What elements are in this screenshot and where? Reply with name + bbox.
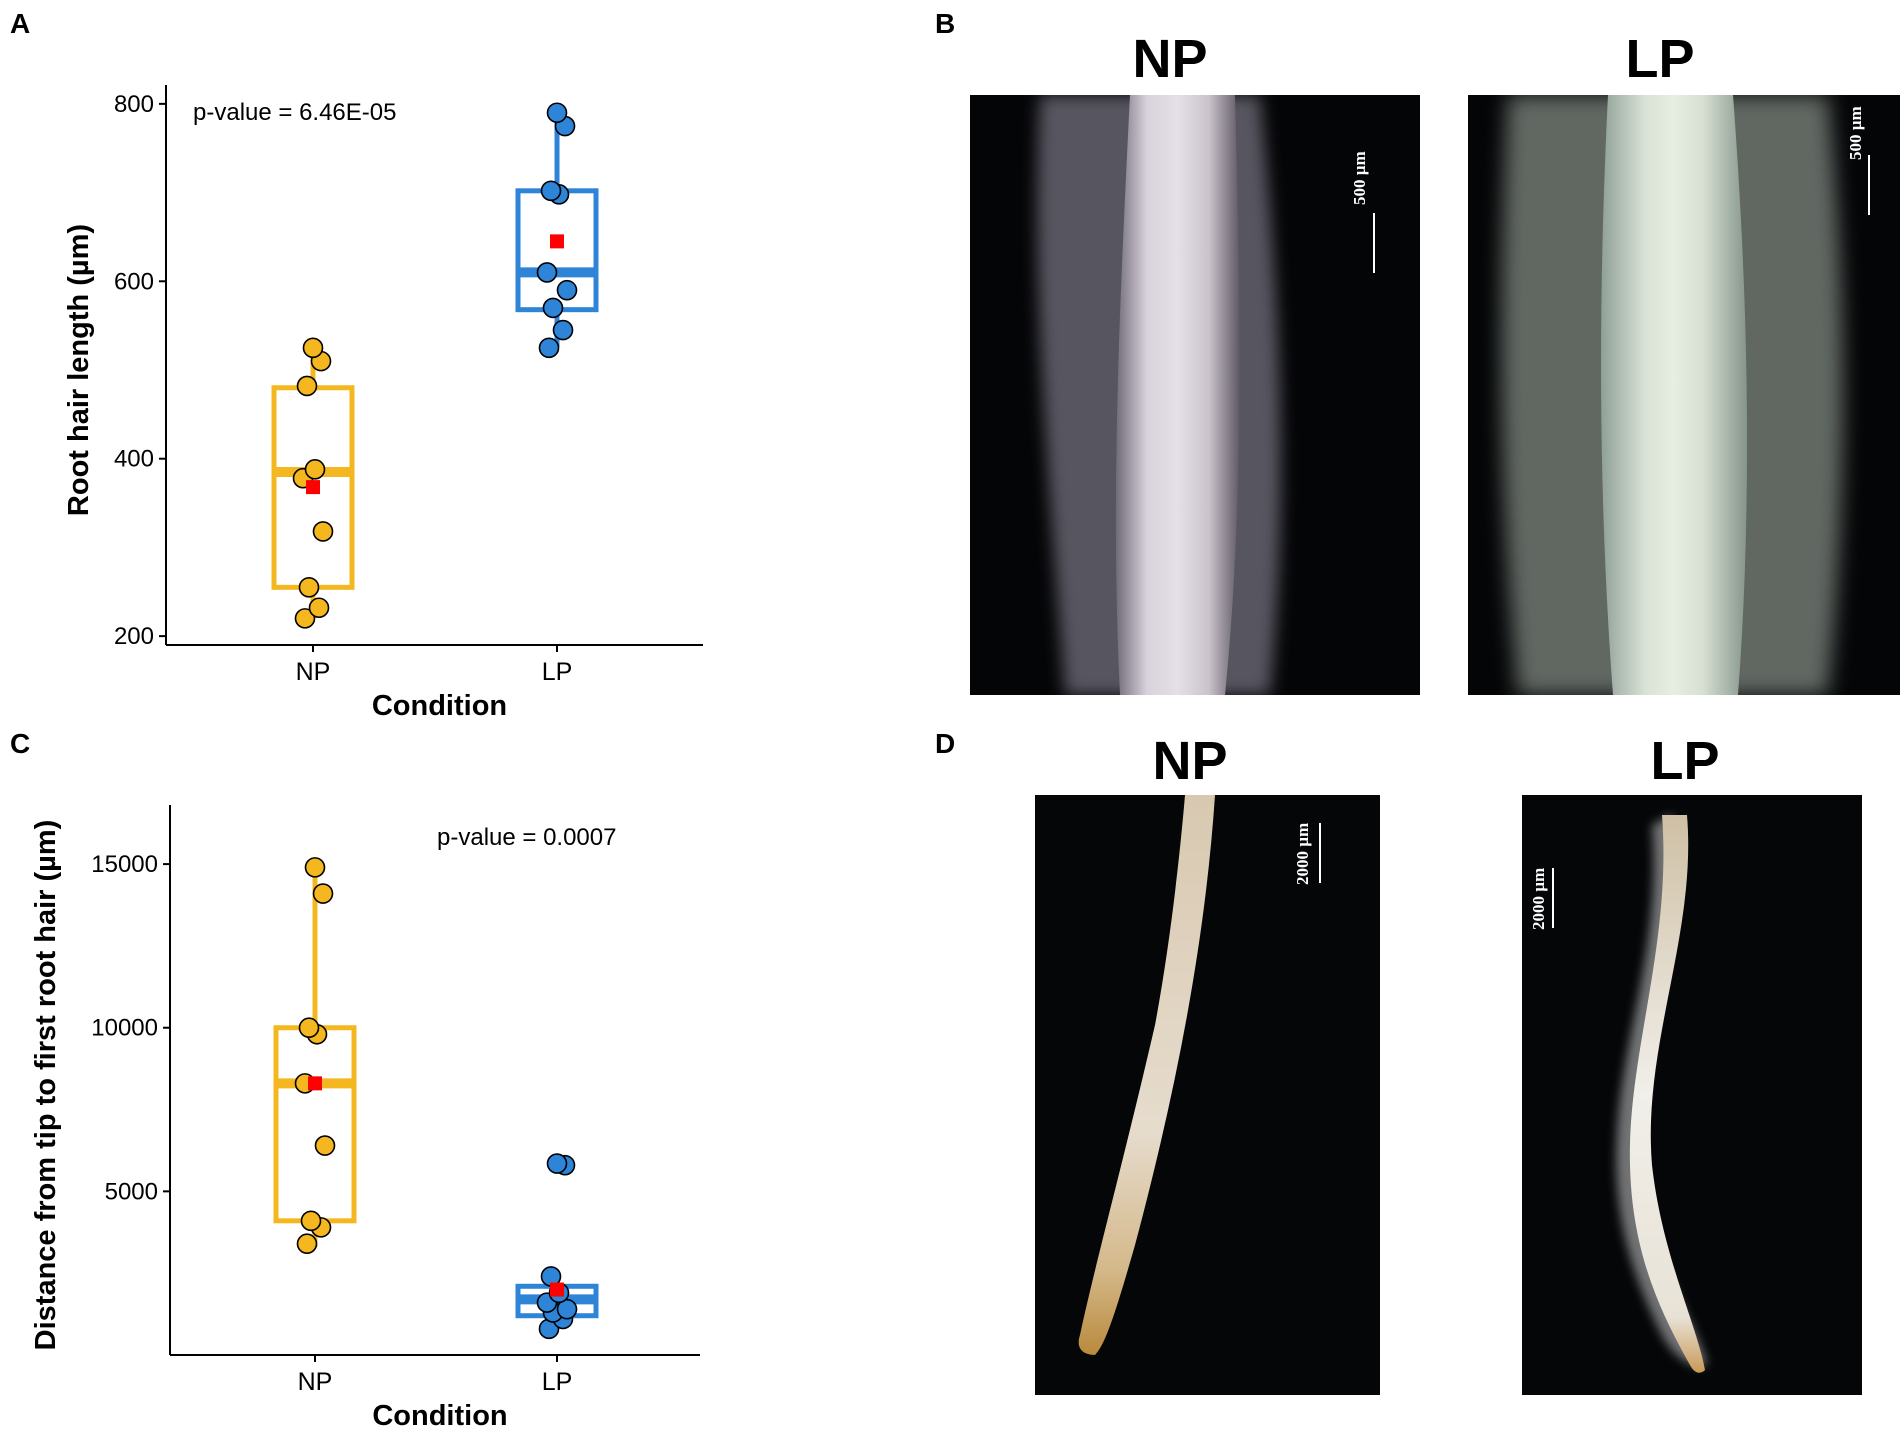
root-tip-photo-np: 2000 µm — [1035, 795, 1380, 1395]
p-value-annotation: p-value = 0.0007 — [437, 824, 616, 851]
data-point — [314, 1135, 336, 1156]
scale-line-d-lp — [1552, 868, 1554, 928]
y-axis-title: Root hair length (µm) — [63, 224, 95, 516]
data-point — [538, 337, 560, 359]
mean-marker — [550, 1282, 564, 1297]
photo-title-b-np: NP — [1132, 29, 1208, 89]
y-tick-label: 800 — [114, 91, 154, 118]
y-tick-label: 5000 — [105, 1178, 158, 1205]
y-tick-label: 10000 — [91, 1015, 158, 1042]
root-tip-np-image — [1035, 795, 1380, 1395]
data-point — [304, 459, 326, 480]
root-hair-length-chart: 200 400 600 800 NP LP Condition Root hair lengt… — [63, 85, 703, 722]
scale-label-d-lp: 2000 µm — [1529, 867, 1548, 930]
mean-marker — [308, 1076, 322, 1091]
scale-bar-d-np: 2000 µm — [1293, 823, 1313, 885]
data-point — [298, 577, 320, 598]
x-tick-label: LP — [542, 1368, 573, 1396]
photo-title-b-lp: LP — [1625, 29, 1695, 89]
mean-marker — [550, 234, 564, 249]
data-point — [536, 262, 558, 283]
x-tick-label: NP — [298, 1368, 333, 1396]
data-point — [546, 1153, 568, 1174]
root-tip-lp-image — [1522, 795, 1862, 1395]
scale-line-b-lp — [1868, 155, 1870, 215]
scale-line-d-np — [1319, 823, 1321, 883]
y-tick-label: 15000 — [91, 851, 158, 878]
photo-title-d-np: NP — [1152, 731, 1228, 791]
scale-label-d-np: 2000 µm — [1293, 822, 1312, 885]
panel-label-b: B — [935, 8, 956, 39]
scale-label-b-np: 500 µm — [1350, 151, 1369, 205]
data-point — [556, 1298, 578, 1320]
root-tip-photo-lp: 2000 µm — [1522, 795, 1862, 1395]
data-point — [556, 279, 578, 301]
p-value-annotation: p-value = 6.46E-05 — [193, 99, 396, 126]
root-hair-photo-np: 500 µm — [970, 95, 1420, 695]
data-point — [312, 521, 334, 542]
scale-bar-b-np: 500 µm — [1350, 151, 1370, 205]
data-point — [302, 337, 324, 359]
data-point — [308, 597, 330, 619]
scale-line-b-np — [1373, 213, 1375, 273]
data-point — [546, 102, 568, 124]
tip-distance-chart: 5000 10000 15000 NP LP Condition Distance from… — [30, 805, 700, 1429]
data-point — [296, 1233, 318, 1255]
panel-label-d: D — [935, 728, 956, 759]
x-axis-title: Condition — [372, 690, 507, 722]
panel-label-c: C — [10, 728, 31, 759]
data-point — [542, 297, 564, 319]
y-tick-label: 200 — [114, 623, 154, 650]
box-body — [273, 1025, 357, 1224]
data-point — [298, 1017, 320, 1039]
mean-marker — [306, 480, 320, 495]
y-tick-label: 400 — [114, 446, 154, 473]
root-hair-photo-lp: 500 µm — [1468, 95, 1900, 695]
root-hair-np-image — [970, 95, 1420, 695]
data-point — [552, 319, 574, 341]
data-point — [294, 608, 316, 629]
y-axis-title: Distance from tip to first root hair (µm… — [30, 820, 62, 1351]
scale-label-b-lp: 500 µm — [1846, 106, 1865, 160]
data-point — [296, 375, 318, 397]
data-point — [312, 883, 334, 904]
data-point — [300, 1210, 322, 1232]
panel-label-a: A — [10, 8, 31, 39]
data-point — [304, 857, 326, 878]
scale-bar-b-lp: 500 µm — [1846, 106, 1866, 160]
data-point — [540, 180, 562, 202]
root-hair-lp-image — [1468, 95, 1900, 695]
x-axis-title: Condition — [372, 1400, 507, 1429]
y-tick-label: 600 — [114, 268, 154, 295]
scale-bar-d-lp: 2000 µm — [1529, 868, 1549, 930]
photo-title-d-lp: LP — [1650, 731, 1720, 791]
x-tick-label: LP — [542, 658, 573, 686]
x-tick-label: NP — [296, 658, 331, 686]
